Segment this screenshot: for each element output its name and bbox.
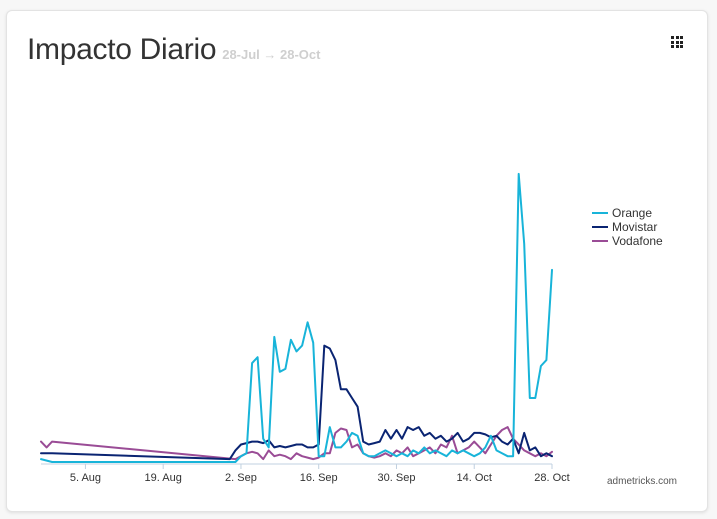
series-line-movistar[interactable] [40,344,553,461]
legend-label-orange[interactable]: Orange [612,206,652,220]
x-tick-label: 19. Aug [145,472,182,484]
x-tick-label: 5. Aug [70,472,101,484]
credit-link[interactable]: admetricks.com [606,476,677,487]
chart-card: Impacto Diario 28-Jul → 28-Oct 5. Aug 19. … [6,10,708,512]
chart-date-range: 28-Jul → 28-Oct [222,47,321,62]
x-tick-label: 30. Sep [378,472,416,484]
series-line-orange[interactable] [40,172,553,463]
x-tick-label: 28. Oct [534,472,569,484]
x-tick-label: 16. Sep [300,472,338,484]
chart-header: Impacto Diario 28-Jul → 28-Oct [27,33,320,67]
line-chart: 5. Aug 19. Aug 2. Sep 16. Sep 30. Sep 14. Oct… [40,172,663,484]
x-tick-label: 2. Sep [225,472,257,484]
grid-menu-icon[interactable] [671,36,683,48]
chart-title: Impacto Diario [27,33,217,66]
x-axis: 5. Aug 19. Aug 2. Sep 16. Sep 30. Sep 14. Oct… [41,463,570,484]
legend-label-vodafone[interactable]: Vodafone [612,234,663,248]
plot-lines [40,172,553,463]
x-tick-label: 14. Oct [457,472,492,484]
legend-label-movistar[interactable]: Movistar [612,220,657,234]
